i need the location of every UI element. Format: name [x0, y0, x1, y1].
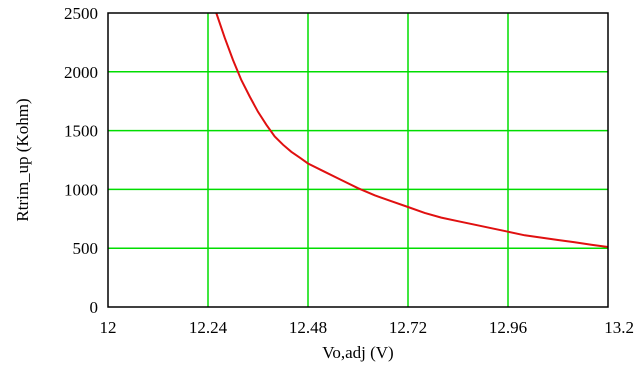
- grid-lines: [108, 13, 608, 307]
- x-tick-label: 12.24: [189, 318, 228, 337]
- y-tick-label: 2000: [64, 63, 98, 82]
- x-tick-label: 12.72: [389, 318, 427, 337]
- x-tick-label: 12.96: [489, 318, 527, 337]
- y-axis-label: Rtrim_up (Kohm): [13, 98, 32, 221]
- y-tick-label: 1000: [64, 180, 98, 199]
- x-tick-label: 12.48: [289, 318, 327, 337]
- x-tick-label: 13.2: [604, 318, 634, 337]
- x-axis-label: Vo,adj (V): [322, 343, 393, 362]
- y-tick-labels: 0 500 1000 1500 2000 2500: [64, 4, 98, 317]
- x-tick-labels: 12 12.24 12.48 12.72 12.96 13.2: [100, 318, 635, 337]
- y-tick-label: 0: [90, 298, 99, 317]
- x-tick-label: 12: [100, 318, 117, 337]
- y-tick-label: 500: [73, 239, 99, 258]
- plot-frame: [107, 12, 609, 308]
- y-tick-label: 1500: [64, 122, 98, 141]
- series-line-rtrim-up: [215, 12, 609, 248]
- y-tick-label: 2500: [64, 4, 98, 23]
